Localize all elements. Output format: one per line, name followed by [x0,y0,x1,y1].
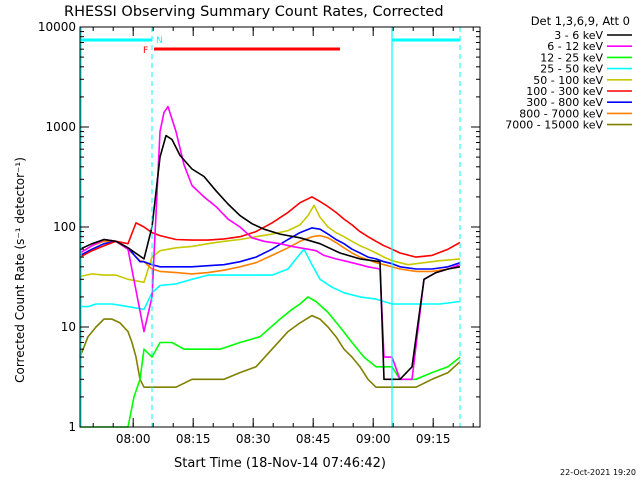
y-tick-label: 1 [68,420,76,434]
x-tick-label: 09:00 [356,432,391,446]
legend-label: 100 - 300 keV [526,85,603,98]
chart-title: RHESSI Observing Summary Count Rates, Co… [64,4,444,20]
flare-flag-label: F [143,46,148,56]
y-tick-label: 10000 [38,20,76,34]
legend-label: 7000 - 15000 keV [505,119,603,132]
series-line [80,296,461,428]
legend-label: 12 - 25 keV [540,51,603,64]
series-line [79,134,461,381]
y-tick-label: 100 [53,220,76,234]
series-line [79,105,461,381]
x-tick-label: 08:00 [116,432,151,446]
legend-label: 800 - 7000 keV [519,107,603,120]
legend-label: 6 - 12 keV [547,40,603,53]
series-line [80,248,461,311]
series-group [79,105,461,428]
y-tick-label: 10 [61,320,76,334]
axis-ticks: 1 10 100 1000 10000 08:00 08:15 08:30 08:45 09:00… [38,20,480,446]
legend-label: 300 - 800 keV [526,96,603,109]
x-tick-label: 08:45 [296,432,331,446]
x-axis-label: Start Time (18-Nov-14 07:46:42) [174,456,386,471]
series-line [79,204,461,284]
y-axis-label: Corrected Count Rate (s⁻¹ detector⁻¹) [13,157,27,383]
night-flag-label: N [156,36,163,46]
legend-title: Det 1,3,6,9, Att 0 [531,14,630,28]
x-tick-label: 08:15 [176,432,211,446]
legend-label: 25 - 50 keV [540,63,603,76]
series-line [79,196,461,258]
x-tick-label: 09:15 [416,432,451,446]
legend-label: 50 - 100 keV [533,74,603,87]
footer-date: 22-Oct-2021 19:20 [560,468,636,477]
y-tick-label: 1000 [45,120,76,134]
series-line [79,314,461,389]
x-tick-label: 08:30 [236,432,271,446]
legend-label: 3 - 6 keV [554,29,603,42]
